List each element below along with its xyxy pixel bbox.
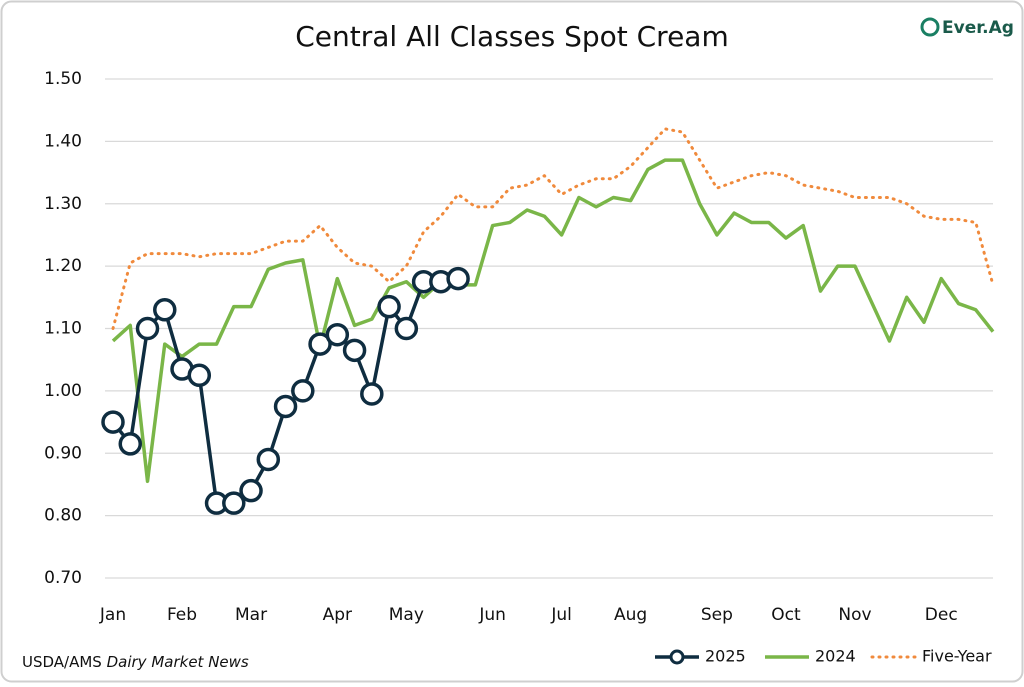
marker bbox=[342, 338, 367, 363]
y-tick-label: 1.30 bbox=[44, 194, 82, 214]
series-line bbox=[111, 127, 995, 330]
x-tick-label: Jul bbox=[550, 605, 572, 625]
y-tick-label: 1.10 bbox=[44, 319, 82, 339]
y-tick-label: 0.80 bbox=[44, 506, 82, 526]
x-tick-label: Feb bbox=[167, 605, 197, 625]
marker bbox=[118, 432, 143, 456]
y-tick-label: 0.70 bbox=[44, 568, 82, 588]
marker bbox=[360, 382, 384, 406]
legend-marker bbox=[669, 649, 685, 665]
y-tick-label: 1.40 bbox=[44, 131, 82, 151]
legend-label: 2024 bbox=[815, 647, 856, 666]
x-tick-label: Dec bbox=[925, 605, 958, 625]
marker bbox=[308, 332, 332, 356]
x-tick-label: Oct bbox=[771, 605, 801, 625]
marker bbox=[291, 379, 315, 403]
logo-icon bbox=[920, 17, 940, 37]
marker bbox=[239, 478, 263, 503]
x-tick-label: Nov bbox=[838, 605, 871, 625]
marker bbox=[135, 316, 160, 341]
legend-label: Five-Year bbox=[922, 647, 992, 666]
marker bbox=[101, 410, 125, 434]
chart-title: Central All Classes Spot Cream bbox=[295, 20, 729, 53]
legend-label: 2025 bbox=[705, 647, 746, 666]
source-italic: Dairy Market News bbox=[107, 653, 249, 671]
x-tick-label: Apr bbox=[323, 605, 352, 625]
marker bbox=[394, 316, 419, 341]
source: USDA/AMS Dairy Market News bbox=[22, 653, 249, 671]
x-tick-label: Sep bbox=[701, 605, 733, 625]
y-tick-label: 0.90 bbox=[44, 443, 82, 463]
marker bbox=[377, 294, 401, 319]
marker bbox=[256, 447, 281, 472]
marker bbox=[222, 491, 246, 515]
series-line bbox=[111, 158, 995, 484]
y-tick-label: 1.50 bbox=[44, 69, 82, 89]
marker bbox=[273, 394, 298, 419]
marker bbox=[187, 363, 212, 388]
logo: Ever.Ag bbox=[942, 18, 1014, 38]
x-tick-label: Jun bbox=[478, 605, 506, 625]
x-tick-label: Jan bbox=[99, 605, 126, 625]
x-tick-label: May bbox=[389, 605, 424, 625]
x-tick-label: Mar bbox=[235, 605, 267, 625]
marker bbox=[325, 322, 350, 347]
marker bbox=[153, 298, 177, 322]
y-tick-label: 1.00 bbox=[44, 381, 82, 401]
y-tick-label: 1.20 bbox=[44, 256, 82, 276]
source-prefix: USDA/AMS bbox=[22, 653, 102, 671]
x-tick-label: Aug bbox=[614, 605, 647, 625]
marker bbox=[446, 266, 470, 291]
